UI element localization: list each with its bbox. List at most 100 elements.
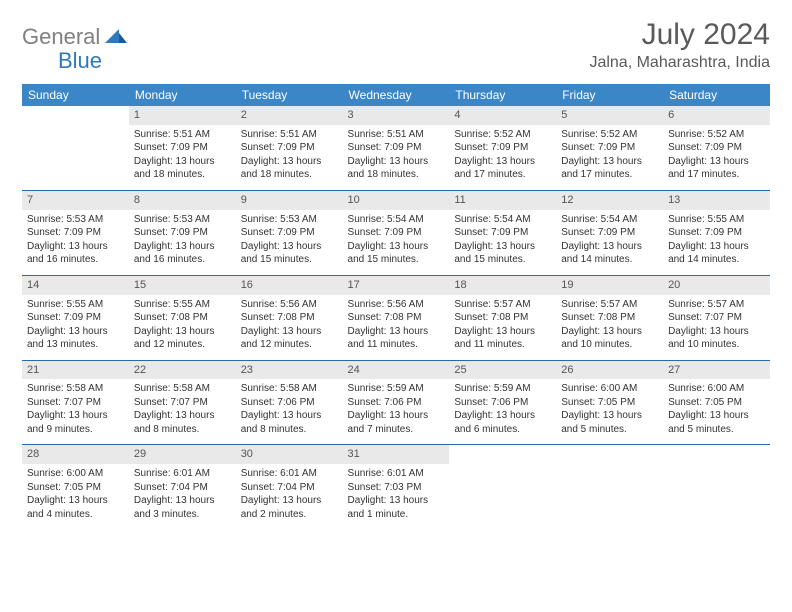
daylight-text-1: Daylight: 13 hours xyxy=(454,240,551,254)
sunrise-text: Sunrise: 5:53 AM xyxy=(27,213,124,227)
daylight-text-1: Daylight: 13 hours xyxy=(454,325,551,339)
calendar-day-cell: 12Sunrise: 5:54 AMSunset: 7:09 PMDayligh… xyxy=(556,190,663,275)
daylight-text-1: Daylight: 13 hours xyxy=(241,240,338,254)
daylight-text-2: and 8 minutes. xyxy=(241,423,338,437)
calendar-day-cell: 27Sunrise: 6:00 AMSunset: 7:05 PMDayligh… xyxy=(663,360,770,445)
day-content: Sunrise: 6:01 AMSunset: 7:04 PMDaylight:… xyxy=(129,464,236,529)
daylight-text-1: Daylight: 13 hours xyxy=(668,240,765,254)
daylight-text-1: Daylight: 13 hours xyxy=(134,325,231,339)
calendar-day-cell: 18Sunrise: 5:57 AMSunset: 7:08 PMDayligh… xyxy=(449,275,556,360)
day-content: Sunrise: 5:55 AMSunset: 7:09 PMDaylight:… xyxy=(22,295,129,360)
day-number: 12 xyxy=(556,191,663,210)
day-number: 13 xyxy=(663,191,770,210)
weekday-header: Thursday xyxy=(449,84,556,106)
calendar-table: SundayMondayTuesdayWednesdayThursdayFrid… xyxy=(22,84,770,529)
day-number: 3 xyxy=(343,106,450,125)
sunset-text: Sunset: 7:09 PM xyxy=(668,141,765,155)
day-content: Sunrise: 5:51 AMSunset: 7:09 PMDaylight:… xyxy=(129,125,236,190)
daylight-text-2: and 15 minutes. xyxy=(241,253,338,267)
day-number: 10 xyxy=(343,191,450,210)
calendar-day-cell: 3Sunrise: 5:51 AMSunset: 7:09 PMDaylight… xyxy=(343,106,450,190)
sunrise-text: Sunrise: 5:52 AM xyxy=(668,128,765,142)
sunrise-text: Sunrise: 5:57 AM xyxy=(561,298,658,312)
daylight-text-1: Daylight: 13 hours xyxy=(27,325,124,339)
calendar-day-cell: 19Sunrise: 5:57 AMSunset: 7:08 PMDayligh… xyxy=(556,275,663,360)
sunrise-text: Sunrise: 5:52 AM xyxy=(561,128,658,142)
sunset-text: Sunset: 7:08 PM xyxy=(561,311,658,325)
daylight-text-2: and 10 minutes. xyxy=(668,338,765,352)
sunrise-text: Sunrise: 5:58 AM xyxy=(241,382,338,396)
logo-text-1: General xyxy=(22,24,100,50)
sunrise-text: Sunrise: 5:59 AM xyxy=(348,382,445,396)
day-number: 17 xyxy=(343,276,450,295)
daylight-text-1: Daylight: 13 hours xyxy=(27,240,124,254)
logo-text-2: Blue xyxy=(58,48,102,74)
calendar-day-cell xyxy=(449,445,556,529)
sunset-text: Sunset: 7:05 PM xyxy=(668,396,765,410)
sunrise-text: Sunrise: 6:01 AM xyxy=(348,467,445,481)
calendar-day-cell: 28Sunrise: 6:00 AMSunset: 7:05 PMDayligh… xyxy=(22,445,129,529)
sunset-text: Sunset: 7:07 PM xyxy=(27,396,124,410)
day-number: 20 xyxy=(663,276,770,295)
sunrise-text: Sunrise: 5:58 AM xyxy=(27,382,124,396)
daylight-text-1: Daylight: 13 hours xyxy=(561,155,658,169)
sunrise-text: Sunrise: 5:53 AM xyxy=(134,213,231,227)
calendar-day-cell: 7Sunrise: 5:53 AMSunset: 7:09 PMDaylight… xyxy=(22,190,129,275)
sunrise-text: Sunrise: 5:54 AM xyxy=(561,213,658,227)
day-content: Sunrise: 5:52 AMSunset: 7:09 PMDaylight:… xyxy=(449,125,556,190)
day-number: 15 xyxy=(129,276,236,295)
daylight-text-2: and 17 minutes. xyxy=(668,168,765,182)
day-number: 25 xyxy=(449,361,556,380)
daylight-text-2: and 1 minute. xyxy=(348,508,445,522)
calendar-day-cell: 5Sunrise: 5:52 AMSunset: 7:09 PMDaylight… xyxy=(556,106,663,190)
day-content: Sunrise: 5:51 AMSunset: 7:09 PMDaylight:… xyxy=(343,125,450,190)
calendar-day-cell: 10Sunrise: 5:54 AMSunset: 7:09 PMDayligh… xyxy=(343,190,450,275)
calendar-day-cell: 8Sunrise: 5:53 AMSunset: 7:09 PMDaylight… xyxy=(129,190,236,275)
sunset-text: Sunset: 7:06 PM xyxy=(241,396,338,410)
calendar-day-cell: 4Sunrise: 5:52 AMSunset: 7:09 PMDaylight… xyxy=(449,106,556,190)
day-content: Sunrise: 5:53 AMSunset: 7:09 PMDaylight:… xyxy=(22,210,129,275)
daylight-text-2: and 10 minutes. xyxy=(561,338,658,352)
sunset-text: Sunset: 7:06 PM xyxy=(348,396,445,410)
sunset-text: Sunset: 7:03 PM xyxy=(348,481,445,495)
day-number: 7 xyxy=(22,191,129,210)
calendar-day-cell: 29Sunrise: 6:01 AMSunset: 7:04 PMDayligh… xyxy=(129,445,236,529)
daylight-text-2: and 16 minutes. xyxy=(27,253,124,267)
day-content: Sunrise: 6:00 AMSunset: 7:05 PMDaylight:… xyxy=(556,379,663,444)
day-number: 30 xyxy=(236,445,343,464)
sunrise-text: Sunrise: 6:01 AM xyxy=(134,467,231,481)
calendar-day-cell: 17Sunrise: 5:56 AMSunset: 7:08 PMDayligh… xyxy=(343,275,450,360)
weekday-header: Monday xyxy=(129,84,236,106)
day-content: Sunrise: 5:59 AMSunset: 7:06 PMDaylight:… xyxy=(343,379,450,444)
sunset-text: Sunset: 7:04 PM xyxy=(134,481,231,495)
day-number: 27 xyxy=(663,361,770,380)
daylight-text-1: Daylight: 13 hours xyxy=(134,409,231,423)
daylight-text-2: and 17 minutes. xyxy=(561,168,658,182)
day-number: 31 xyxy=(343,445,450,464)
calendar-week-row: 28Sunrise: 6:00 AMSunset: 7:05 PMDayligh… xyxy=(22,445,770,529)
daylight-text-1: Daylight: 13 hours xyxy=(348,155,445,169)
calendar-day-cell: 30Sunrise: 6:01 AMSunset: 7:04 PMDayligh… xyxy=(236,445,343,529)
sunset-text: Sunset: 7:09 PM xyxy=(134,141,231,155)
sunrise-text: Sunrise: 5:51 AM xyxy=(134,128,231,142)
calendar-week-row: 7Sunrise: 5:53 AMSunset: 7:09 PMDaylight… xyxy=(22,190,770,275)
sunset-text: Sunset: 7:09 PM xyxy=(27,311,124,325)
day-number: 5 xyxy=(556,106,663,125)
sunset-text: Sunset: 7:07 PM xyxy=(134,396,231,410)
day-content: Sunrise: 5:58 AMSunset: 7:06 PMDaylight:… xyxy=(236,379,343,444)
calendar-day-cell: 23Sunrise: 5:58 AMSunset: 7:06 PMDayligh… xyxy=(236,360,343,445)
sunrise-text: Sunrise: 6:00 AM xyxy=(27,467,124,481)
day-number: 1 xyxy=(129,106,236,125)
day-number: 6 xyxy=(663,106,770,125)
sunrise-text: Sunrise: 6:01 AM xyxy=(241,467,338,481)
sunset-text: Sunset: 7:09 PM xyxy=(348,141,445,155)
day-content: Sunrise: 5:56 AMSunset: 7:08 PMDaylight:… xyxy=(236,295,343,360)
daylight-text-2: and 15 minutes. xyxy=(454,253,551,267)
day-content: Sunrise: 5:56 AMSunset: 7:08 PMDaylight:… xyxy=(343,295,450,360)
sunset-text: Sunset: 7:09 PM xyxy=(27,226,124,240)
weekday-header-row: SundayMondayTuesdayWednesdayThursdayFrid… xyxy=(22,84,770,106)
sunset-text: Sunset: 7:05 PM xyxy=(27,481,124,495)
daylight-text-1: Daylight: 13 hours xyxy=(348,494,445,508)
daylight-text-2: and 5 minutes. xyxy=(561,423,658,437)
day-number: 4 xyxy=(449,106,556,125)
